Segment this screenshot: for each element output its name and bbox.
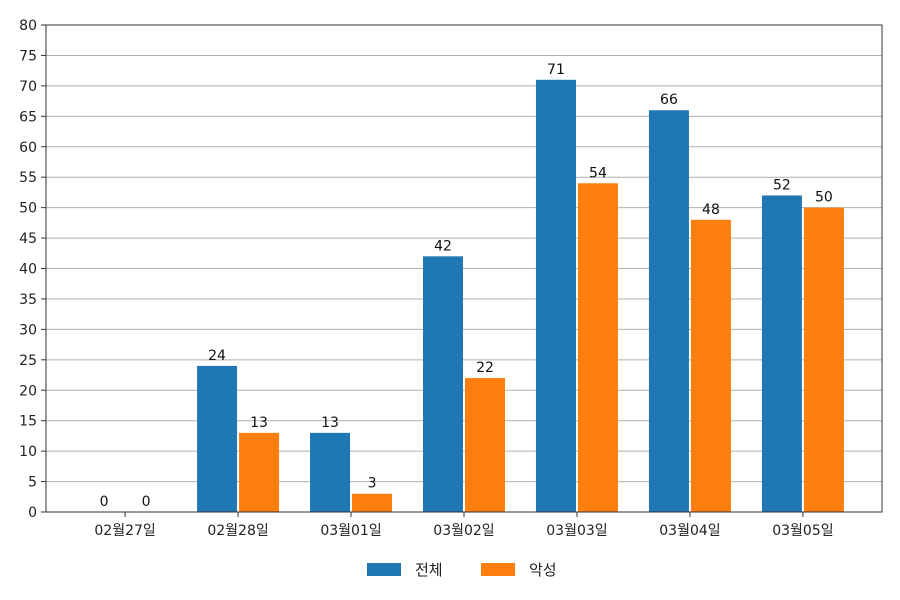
y-tick-label: 55	[19, 170, 37, 186]
data-label: 48	[702, 202, 720, 218]
y-tick-label: 70	[19, 79, 37, 95]
x-tick-label: 03월01일	[320, 523, 381, 539]
bar-malicious	[352, 493, 393, 512]
bar-total	[648, 110, 689, 512]
bar-total	[535, 79, 576, 512]
x-tick-label: 03월05일	[772, 523, 833, 539]
y-tick-label: 25	[19, 353, 37, 369]
data-label: 24	[208, 348, 226, 364]
grid-lines	[46, 54, 882, 483]
data-label: 13	[250, 415, 268, 431]
bar-total	[423, 256, 463, 512]
bar-malicious	[577, 183, 618, 512]
data-label: 52	[773, 177, 791, 193]
data-label: 3	[368, 476, 377, 492]
bar-malicious	[465, 378, 505, 512]
y-tick-label: 65	[19, 109, 37, 125]
legend-swatch-malicious	[481, 563, 515, 576]
y-tick-label: 80	[19, 18, 37, 34]
data-label: 54	[589, 165, 607, 181]
y-tick-label: 75	[19, 48, 37, 64]
bar-malicious	[239, 432, 280, 512]
x-tick-label: 03월02일	[433, 523, 494, 539]
y-tick-label: 45	[19, 231, 37, 247]
y-tick-label: 0	[28, 505, 37, 521]
x-tick-label: 02월27일	[94, 523, 155, 539]
x-tick-label: 02월28일	[207, 523, 268, 539]
y-tick-label: 60	[19, 140, 37, 156]
y-tick-label: 20	[19, 383, 37, 399]
bar-total	[197, 365, 238, 512]
y-tick-label: 50	[19, 201, 37, 217]
legend: 전체 악성	[367, 561, 557, 579]
legend-label-total: 전체	[415, 561, 443, 579]
data-label: 0	[142, 494, 151, 510]
plot-frame	[45, 24, 883, 513]
legend-swatch-total	[367, 563, 401, 576]
x-tick-label: 03월04일	[659, 523, 720, 539]
y-tick-label: 10	[19, 444, 37, 460]
y-tick-label: 30	[19, 322, 37, 338]
data-label: 0	[100, 494, 109, 510]
x-tick-label: 03월03일	[546, 523, 607, 539]
bar-total	[310, 432, 351, 512]
data-label: 22	[476, 360, 494, 376]
data-label: 50	[815, 190, 833, 206]
y-tick-label: 40	[19, 262, 37, 278]
bar-malicious	[690, 219, 731, 513]
bars: 0 0 24 13 13 3 42 22 71 54 66 48 52 50	[100, 62, 844, 513]
legend-label-malicious: 악성	[529, 561, 557, 579]
y-tick-label: 35	[19, 292, 37, 308]
y-axis: 0 5 10 15 20 25 30 35 40 45 50 55 60 65 70 75 80	[19, 18, 46, 521]
bar-malicious	[803, 207, 844, 512]
data-label: 71	[547, 62, 565, 78]
x-axis: 02월27일 02월28일 03월01일 03월02일 03월03일 03월04일 03월0…	[94, 512, 834, 539]
data-label: 13	[321, 415, 339, 431]
bar-total	[761, 195, 802, 512]
y-tick-label: 5	[28, 475, 37, 491]
y-tick-label: 15	[19, 414, 37, 430]
data-label: 42	[434, 238, 452, 254]
data-label: 66	[660, 92, 678, 108]
